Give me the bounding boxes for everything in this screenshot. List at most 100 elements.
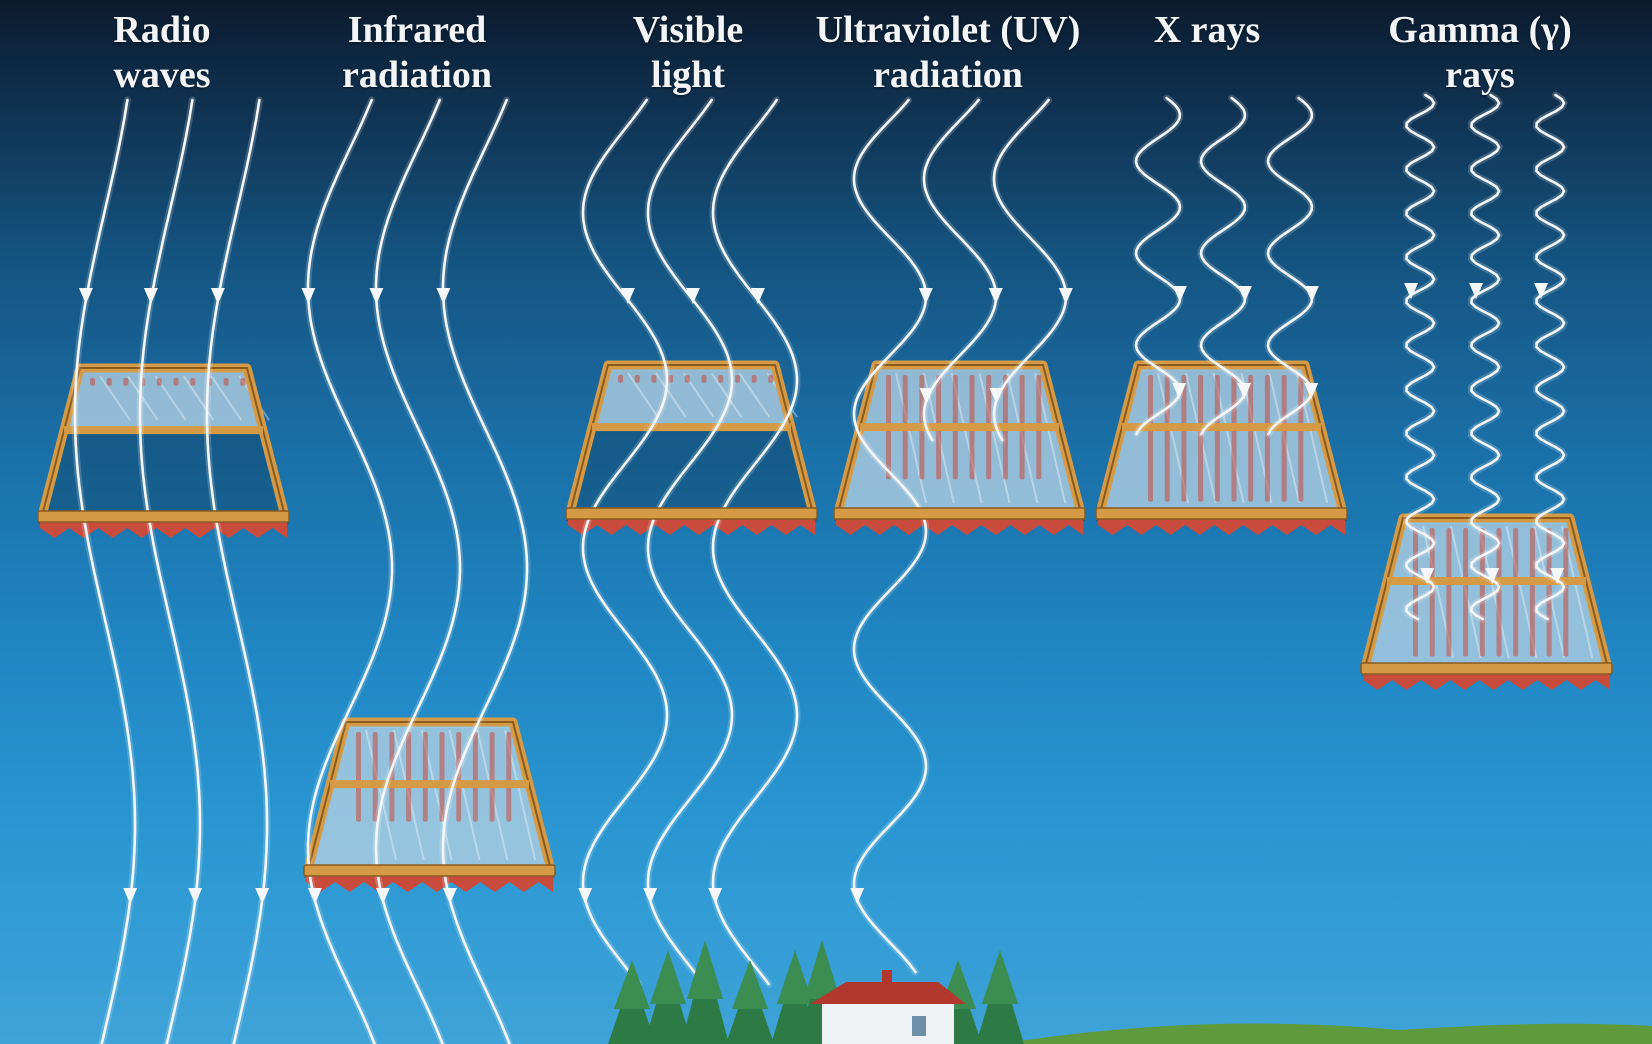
arrowhead-icon <box>369 288 384 304</box>
house-icon <box>810 970 966 1044</box>
wave-glow <box>439 96 531 1044</box>
label-radio-waves: Radio waves <box>113 8 210 98</box>
label-infrared: Infrared radiation <box>342 8 492 98</box>
wave-ray <box>441 98 529 1044</box>
curtain-icon <box>618 375 623 383</box>
glass-reflection <box>365 729 397 861</box>
arrowhead-icon <box>1304 286 1319 302</box>
curtain-icon <box>173 378 179 386</box>
arrowhead-icon <box>919 388 934 404</box>
arrowhead-icon <box>442 888 457 904</box>
ground <box>1000 1023 1652 1044</box>
tree-top <box>687 940 723 999</box>
house-chimney <box>882 970 892 986</box>
window-rail <box>303 864 556 877</box>
curtain-icon <box>734 375 740 383</box>
arrowhead-icon <box>188 888 203 904</box>
arrowhead-icon <box>1485 568 1500 584</box>
wave-ray <box>205 98 269 1044</box>
wave-glow <box>850 96 930 976</box>
tree-top <box>614 960 650 1009</box>
label-line: waves <box>113 54 211 96</box>
window-glass <box>64 368 263 431</box>
curtain-icon <box>668 375 674 383</box>
curtain-icon <box>1231 375 1237 502</box>
curtain-icon <box>684 375 690 383</box>
glass-reflection <box>182 375 215 421</box>
tree-top <box>777 950 813 1004</box>
label-x-rays: X rays <box>1154 8 1261 53</box>
label-visible-light: Visible light <box>633 8 744 98</box>
curtain-icon <box>751 375 757 383</box>
arrowhead-icon <box>1172 383 1187 399</box>
curtain-icon <box>1496 528 1502 657</box>
wave-ray <box>1405 93 1436 621</box>
curtain-icon <box>506 732 512 822</box>
label-line: Radio <box>113 9 211 51</box>
curtain-icon <box>1298 375 1304 502</box>
arrowhead-icon <box>1304 383 1319 399</box>
arrowhead-icon <box>1172 286 1187 302</box>
label-line: Infrared <box>347 9 487 51</box>
tree-top <box>650 950 686 1004</box>
wave-ray <box>646 98 734 986</box>
label-line: X rays <box>1153 9 1261 51</box>
house-roof <box>810 982 966 1004</box>
window-icon <box>37 363 290 538</box>
arrowhead-icon <box>1237 286 1252 302</box>
tree-icon <box>726 960 774 1044</box>
curtain-icon <box>1546 528 1552 657</box>
tree-icon <box>608 960 656 1044</box>
arrowhead-icon <box>1534 283 1549 299</box>
arrowhead-icon <box>1237 383 1252 399</box>
wave-ray <box>1266 96 1314 436</box>
glass-reflection <box>448 729 481 861</box>
wave-ray <box>581 98 669 986</box>
curtain-icon <box>1563 528 1569 657</box>
curtain-icon <box>836 519 1083 535</box>
wave-glow <box>71 96 139 1044</box>
wave-ray <box>1199 96 1247 436</box>
waves-layer <box>71 91 1568 1044</box>
back-layer <box>37 360 1613 892</box>
glass-reflection <box>895 372 927 504</box>
curtain-icon <box>406 732 412 822</box>
curtain-icon <box>1513 528 1519 657</box>
curtain-icon <box>372 732 378 822</box>
arrowhead-icon <box>643 888 658 904</box>
arrowhead-icon <box>143 288 158 304</box>
label-line: Gamma (γ) <box>1388 9 1572 51</box>
curtain-icon <box>489 732 495 822</box>
arrowhead-icon <box>988 288 1003 304</box>
wave-ray <box>1134 96 1182 436</box>
curtain-icon <box>223 378 229 386</box>
label-ultraviolet: Ultraviolet (UV) radiation <box>816 8 1081 98</box>
curtain-icon <box>456 732 462 822</box>
curtain-icon <box>1529 528 1535 657</box>
house-window <box>912 1016 926 1036</box>
arrowhead-icon <box>750 288 765 304</box>
curtain-icon <box>701 375 707 383</box>
curtain-icon <box>718 375 724 383</box>
window-rail <box>1360 662 1613 675</box>
arrowhead-icon <box>685 288 700 304</box>
arrowhead-icon <box>989 388 1004 404</box>
arrowhead-icon <box>78 288 93 304</box>
wave-ray <box>374 98 462 1044</box>
arrowhead-icon <box>708 888 723 904</box>
arrowhead-icon <box>123 888 138 904</box>
curtain-icon <box>1446 528 1452 657</box>
window-rail <box>1095 507 1348 520</box>
wave-ray <box>1535 93 1566 621</box>
wave-ray <box>922 98 998 442</box>
tree-top <box>732 960 768 1009</box>
arrowhead-icon <box>210 288 225 304</box>
curtain-icon <box>472 732 478 822</box>
arrowhead-icon <box>301 288 316 304</box>
arrowhead-icon <box>1404 283 1419 299</box>
arrowhead-icon <box>578 888 593 904</box>
wave-glow <box>136 96 204 1044</box>
arrowhead-icon <box>1550 568 1565 584</box>
glass-reflection <box>127 375 159 421</box>
arrowhead-icon <box>375 888 390 904</box>
